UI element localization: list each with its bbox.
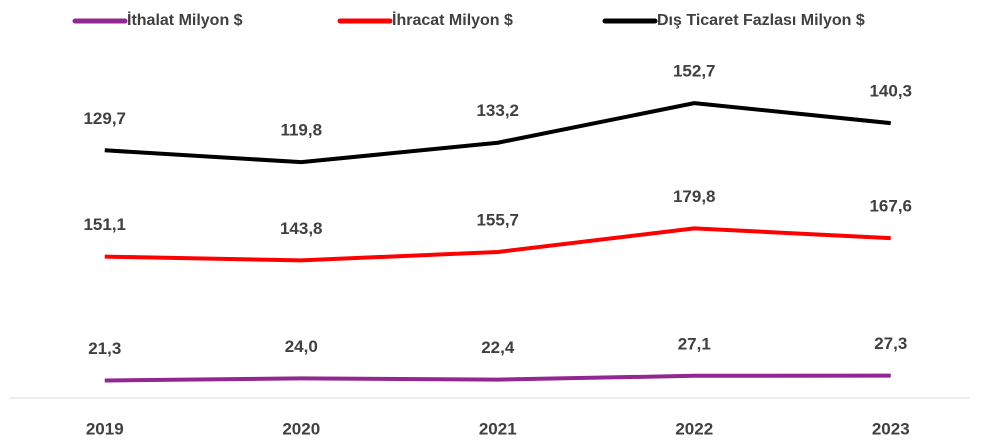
data-label: 133,2 <box>476 101 519 120</box>
x-tick-label: 2019 <box>86 419 124 438</box>
series-line <box>104 101 891 165</box>
data-label: 27,1 <box>678 334 711 353</box>
x-tick-label: 2022 <box>675 419 713 438</box>
data-label: 27,3 <box>874 334 907 353</box>
data-label: 155,7 <box>476 210 519 229</box>
series-line <box>104 226 891 263</box>
x-tick-label: 2020 <box>282 419 320 438</box>
x-tick-label: 2021 <box>479 419 517 438</box>
data-label: 179,8 <box>673 187 716 206</box>
series-line <box>104 373 891 383</box>
data-label: 151,1 <box>83 215 126 234</box>
data-label: 119,8 <box>280 121 322 140</box>
legend-label: Dış Ticaret Fazlası Milyon $ <box>657 12 865 29</box>
data-label: 167,6 <box>869 197 912 216</box>
x-tick-label: 2023 <box>872 419 910 438</box>
data-label: 24,0 <box>285 337 318 356</box>
data-label: 152,7 <box>673 62 716 81</box>
data-label: 143,8 <box>280 219 323 238</box>
data-label: 129,7 <box>83 109 126 128</box>
data-label: 140,3 <box>869 82 912 101</box>
data-label: 21,3 <box>88 339 121 358</box>
legend-label: İhracat Milyon $ <box>392 11 513 29</box>
data-label: 22,4 <box>481 338 515 357</box>
legend-label: İthalat Milyon $ <box>127 11 243 29</box>
